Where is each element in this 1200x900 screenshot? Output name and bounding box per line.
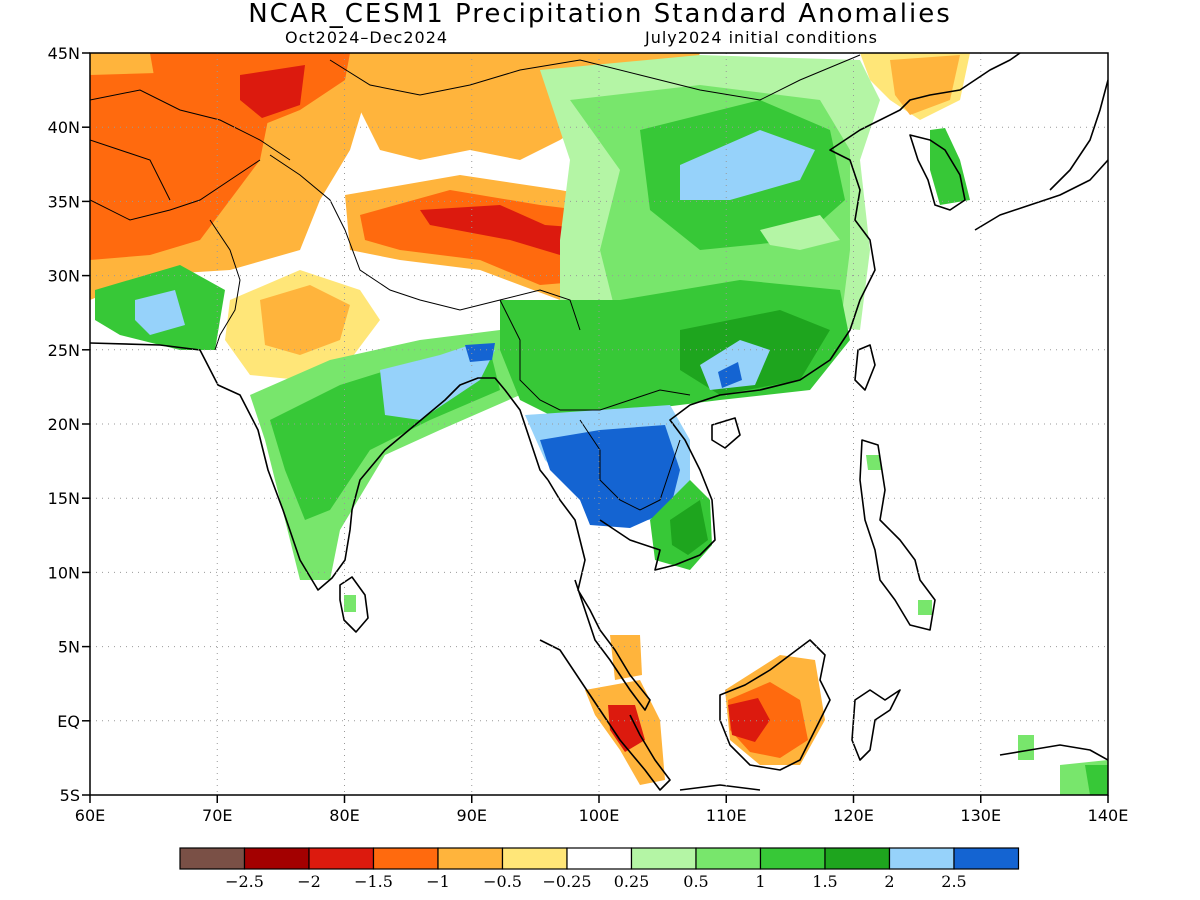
y-tick-label: 20N <box>48 415 80 434</box>
coastline-india-arabian-sea <box>90 342 549 591</box>
border-iran <box>90 139 171 201</box>
forecast-period: Oct2024–Dec2024 <box>285 28 449 47</box>
y-tick-label: 15N <box>48 489 80 508</box>
anomaly-region-indochina-core <box>540 425 680 528</box>
colorbar-swatch <box>566 847 633 870</box>
y-tick-label: 45N <box>48 44 80 63</box>
y-tick-label: 25N <box>48 341 80 360</box>
x-tick-label: 110E <box>706 806 747 825</box>
coastline-taiwan <box>854 344 876 391</box>
x-tick-label: 140E <box>1088 806 1129 825</box>
x-axis-ticks: 60E 70E 80E 90E 100E 110E 120E 130E 140E <box>75 795 1129 825</box>
colorbar-label: −1 <box>426 872 450 891</box>
anomaly-region-yangtze <box>760 215 840 250</box>
colorbar-swatch <box>437 847 504 870</box>
anomaly-region-borneo-core <box>728 698 770 742</box>
colorbar-labels: −2.5 −2 −1.5 −1 −0.5 −0.25 0.25 0.5 1 1.5 2 2.5 <box>225 872 967 891</box>
colorbar-label: −2.5 <box>225 872 264 891</box>
grid-lines <box>90 53 1108 795</box>
coastlines <box>90 53 1108 791</box>
colorbar-swatch <box>759 847 826 870</box>
colorbar-swatch <box>953 847 1020 870</box>
coastline-hainan <box>711 417 741 449</box>
coastline-korea <box>909 134 966 211</box>
colorbar-swatch <box>501 847 568 870</box>
colorbar-label: 1 <box>755 872 765 891</box>
colorbar-swatch <box>243 847 310 870</box>
x-tick-label: 120E <box>833 806 874 825</box>
colorbar-label: −2 <box>297 872 321 891</box>
border-china-north <box>329 54 861 101</box>
plot-frame <box>89 52 1109 796</box>
x-tick-label: 80E <box>329 806 359 825</box>
y-tick-label: EQ <box>57 712 80 731</box>
anomaly-region-north-india-core <box>260 285 350 355</box>
x-tick-label: 90E <box>457 806 487 825</box>
anomaly-region-philippines <box>866 455 882 470</box>
coastline-new-guinea <box>999 744 1108 761</box>
x-tick-label: 70E <box>202 806 232 825</box>
border-himalaya <box>269 154 581 331</box>
border-afghanistan <box>90 159 261 221</box>
y-axis-ticks: 45N 40N 35N 30N 25N 20N 15N 10N 5N EQ 5S <box>48 44 90 805</box>
anomaly-region-moluccas <box>1018 735 1034 760</box>
coastline-borneo <box>719 639 831 771</box>
colorbar-label: 0.25 <box>614 872 650 891</box>
y-tick-label: 10N <box>48 563 80 582</box>
y-tick-label: 35N <box>48 192 80 211</box>
coastline-java <box>679 784 761 791</box>
colorbar-swatch <box>308 847 375 870</box>
colorbar-label: −0.5 <box>483 872 522 891</box>
initial-conditions: July2024 initial conditions <box>645 28 878 47</box>
x-tick-label: 100E <box>579 806 620 825</box>
y-tick-label: 40N <box>48 118 80 137</box>
coastline-indochina-east <box>599 53 1021 571</box>
coastline-sumatra <box>539 639 671 791</box>
coastline-myanmar-malaya <box>547 479 651 711</box>
colorbar-label: 0.5 <box>683 872 708 891</box>
coastline-sri-lanka <box>339 576 369 633</box>
colorbar-label: −0.25 <box>542 872 591 891</box>
border-central-asia <box>90 89 291 161</box>
anomaly-region-sri-lanka <box>344 595 356 612</box>
colorbar-swatch <box>695 847 762 870</box>
colorbar-swatch <box>888 847 955 870</box>
coastline-japan <box>974 79 1108 231</box>
colorbar-swatch <box>630 847 697 870</box>
coastline-philippines <box>859 439 936 631</box>
colorbar-label: −1.5 <box>354 872 393 891</box>
colorbar-swatch <box>372 847 439 870</box>
anomaly-region-bengal <box>380 345 495 420</box>
anomaly-region-kazakhstan-core <box>240 65 305 118</box>
anomaly-region-pakistan-core <box>135 290 185 335</box>
colorbar-label: 1.5 <box>812 872 837 891</box>
borders <box>90 54 861 511</box>
y-tick-label: 5S <box>60 786 80 805</box>
anomaly-fields <box>90 53 1108 795</box>
anomaly-region-new-guinea-core <box>1085 765 1108 795</box>
anomaly-region-vietnam-core <box>670 500 708 555</box>
border-india-pakistan <box>209 219 241 351</box>
coastline-sulawesi <box>851 689 901 761</box>
anomaly-region-north-china-peak <box>680 130 815 200</box>
anomaly-region-sumatra-core <box>608 705 645 752</box>
colorbar-label: 2 <box>884 872 894 891</box>
map-title: NCAR_CESM1 Precipitation Standard Anomal… <box>248 0 952 29</box>
anomaly-region-guangdong-core <box>718 362 742 388</box>
y-tick-label: 5N <box>58 638 80 657</box>
border-myanmar <box>499 299 691 411</box>
border-thailand <box>579 419 681 511</box>
anomaly-region-bangladesh <box>465 343 495 362</box>
colorbar-label: 2.5 <box>941 872 966 891</box>
x-tick-label: 130E <box>960 806 1001 825</box>
x-tick-label: 60E <box>75 806 105 825</box>
y-tick-label: 30N <box>48 267 80 286</box>
colorbar-swatch <box>824 847 891 870</box>
anomaly-region-mindanao <box>918 600 932 615</box>
colorbar-swatch <box>179 847 246 870</box>
anomaly-region-manchuria <box>890 55 960 115</box>
colorbar-swatches <box>179 847 1020 870</box>
